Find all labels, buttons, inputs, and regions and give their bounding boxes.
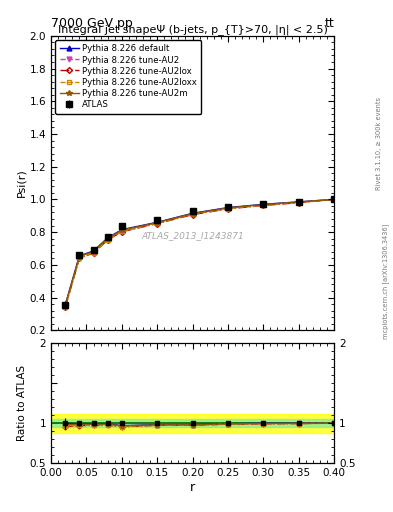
Pythia 8.226 tune-AU2	[91, 249, 96, 255]
Pythia 8.226 tune-AU2lox	[296, 200, 301, 206]
Pythia 8.226 tune-AU2lox	[105, 237, 110, 243]
Pythia 8.226 tune-AU2loxx	[105, 237, 110, 243]
Pythia 8.226 tune-AU2loxx	[296, 200, 301, 206]
Pythia 8.226 tune-AU2loxx	[91, 250, 96, 256]
Pythia 8.226 tune-AU2m	[296, 199, 301, 205]
Pythia 8.226 tune-AU2loxx	[226, 205, 230, 211]
Pythia 8.226 tune-AU2m	[119, 227, 124, 233]
Pythia 8.226 tune-AU2	[190, 211, 195, 217]
Pythia 8.226 default	[332, 196, 336, 202]
Line: Pythia 8.226 tune-AU2: Pythia 8.226 tune-AU2	[63, 197, 336, 309]
Pythia 8.226 default	[77, 253, 82, 259]
Pythia 8.226 tune-AU2lox	[261, 202, 266, 208]
Pythia 8.226 tune-AU2m	[77, 253, 82, 260]
Pythia 8.226 tune-AU2	[261, 202, 266, 208]
Pythia 8.226 tune-AU2	[332, 196, 336, 202]
Pythia 8.226 default	[261, 201, 266, 207]
Pythia 8.226 tune-AU2loxx	[119, 228, 124, 234]
Pythia 8.226 tune-AU2	[119, 228, 124, 234]
Pythia 8.226 tune-AU2lox	[332, 196, 336, 202]
Pythia 8.226 tune-AU2loxx	[63, 304, 68, 310]
Pythia 8.226 tune-AU2	[77, 254, 82, 261]
Pythia 8.226 default	[91, 248, 96, 254]
Pythia 8.226 tune-AU2loxx	[261, 202, 266, 208]
Pythia 8.226 default	[119, 227, 124, 233]
Text: ATLAS_2013_I1243871: ATLAS_2013_I1243871	[141, 231, 244, 241]
Y-axis label: Ratio to ATLAS: Ratio to ATLAS	[17, 365, 27, 441]
Line: Pythia 8.226 tune-AU2lox: Pythia 8.226 tune-AU2lox	[63, 197, 336, 309]
Line: Pythia 8.226 tune-AU2m: Pythia 8.226 tune-AU2m	[62, 197, 337, 309]
Text: mcplots.cern.ch [arXiv:1306.3436]: mcplots.cern.ch [arXiv:1306.3436]	[382, 224, 389, 339]
Pythia 8.226 tune-AU2m	[332, 196, 336, 202]
Title: Integral jet shapeΨ (b-jets, p_{T}>70, |η| < 2.5): Integral jet shapeΨ (b-jets, p_{T}>70, |…	[58, 24, 327, 35]
Pythia 8.226 tune-AU2	[226, 205, 230, 211]
Pythia 8.226 tune-AU2lox	[119, 229, 124, 235]
Line: Pythia 8.226 default: Pythia 8.226 default	[63, 197, 336, 307]
Pythia 8.226 default	[63, 302, 68, 308]
Pythia 8.226 tune-AU2m	[190, 210, 195, 217]
Pythia 8.226 tune-AU2lox	[63, 304, 68, 310]
Text: tt: tt	[324, 17, 334, 30]
Text: 7000 GeV pp: 7000 GeV pp	[51, 17, 133, 30]
Pythia 8.226 tune-AU2	[105, 237, 110, 243]
Y-axis label: Psi(r): Psi(r)	[17, 168, 27, 198]
Pythia 8.226 tune-AU2loxx	[190, 211, 195, 218]
Pythia 8.226 default	[296, 199, 301, 205]
Pythia 8.226 tune-AU2loxx	[155, 220, 160, 226]
Pythia 8.226 tune-AU2m	[261, 202, 266, 208]
Pythia 8.226 tune-AU2lox	[155, 221, 160, 227]
Line: Pythia 8.226 tune-AU2loxx: Pythia 8.226 tune-AU2loxx	[63, 197, 336, 309]
Pythia 8.226 default	[190, 210, 195, 217]
Pythia 8.226 tune-AU2m	[91, 248, 96, 254]
Pythia 8.226 tune-AU2lox	[77, 255, 82, 261]
Pythia 8.226 tune-AU2lox	[226, 206, 230, 212]
Pythia 8.226 tune-AU2	[296, 199, 301, 205]
Pythia 8.226 tune-AU2lox	[190, 211, 195, 218]
Pythia 8.226 default	[105, 235, 110, 241]
Pythia 8.226 default	[226, 204, 230, 210]
Pythia 8.226 tune-AU2loxx	[77, 255, 82, 261]
Pythia 8.226 default	[155, 219, 160, 225]
Pythia 8.226 tune-AU2	[155, 220, 160, 226]
Pythia 8.226 tune-AU2	[63, 304, 68, 310]
Pythia 8.226 tune-AU2loxx	[332, 196, 336, 202]
X-axis label: r: r	[190, 481, 195, 494]
Text: Rivet 3.1.10, ≥ 300k events: Rivet 3.1.10, ≥ 300k events	[376, 97, 382, 190]
Pythia 8.226 tune-AU2m	[105, 235, 110, 241]
Legend: Pythia 8.226 default, Pythia 8.226 tune-AU2, Pythia 8.226 tune-AU2lox, Pythia 8.: Pythia 8.226 default, Pythia 8.226 tune-…	[55, 40, 201, 114]
Pythia 8.226 tune-AU2m	[63, 303, 68, 309]
Pythia 8.226 tune-AU2m	[226, 205, 230, 211]
Pythia 8.226 tune-AU2m	[155, 220, 160, 226]
Pythia 8.226 tune-AU2lox	[91, 250, 96, 256]
